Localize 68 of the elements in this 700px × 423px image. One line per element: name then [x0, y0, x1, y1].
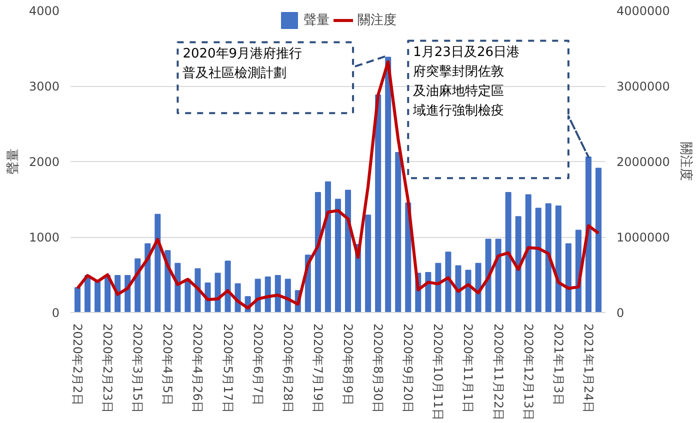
y2-tick-label: 0	[616, 306, 624, 320]
bar	[505, 192, 512, 312]
bar	[395, 152, 402, 312]
y2-tick-label: 3000000	[616, 80, 670, 94]
y-tick-label: 0	[52, 306, 60, 320]
bar	[545, 203, 552, 312]
x-tick-label: 2020年9月20日	[401, 324, 416, 413]
bar	[274, 275, 281, 312]
bar	[345, 190, 352, 312]
bar	[425, 272, 432, 312]
bar	[214, 272, 221, 312]
bar	[224, 260, 231, 312]
x-tick-label: 2020年12月13日	[521, 324, 536, 421]
bar	[595, 168, 602, 312]
x-tick-label: 2020年2月2日	[70, 324, 85, 406]
y-tick-label: 2000	[28, 155, 60, 169]
x-tick-label: 2020年8月9日	[341, 324, 356, 406]
bar	[144, 243, 151, 312]
bar	[515, 216, 522, 312]
x-tick-label: 2020年2月23日	[100, 324, 115, 413]
bar	[314, 192, 321, 312]
bar	[94, 280, 101, 312]
y2-tick-label: 2000000	[616, 155, 670, 169]
bar	[555, 206, 562, 312]
x-tick-label: 2020年7月19日	[310, 324, 325, 413]
bar	[565, 243, 572, 312]
x-tick-label: 2021年1月24日	[581, 324, 596, 413]
bar	[74, 287, 81, 312]
y-axis-title: 聲量	[6, 148, 21, 174]
y2-axis-title: 關注度	[678, 142, 694, 181]
bar	[375, 94, 382, 312]
bar	[334, 198, 342, 312]
bar	[445, 252, 452, 312]
bar	[485, 238, 492, 312]
y2-tick-label: 1000000	[616, 230, 670, 244]
x-tick-label: 2020年6月28日	[280, 324, 295, 413]
legend-label: 聲量	[304, 12, 330, 29]
x-tick-label: 2020年4月5日	[160, 324, 175, 406]
x-tick-label: 2020年3月15日	[130, 324, 145, 413]
x-tick-label: 2020年4月26日	[190, 324, 205, 413]
y-tick-label: 1000	[28, 230, 60, 244]
x-tick-label: 2020年11月22日	[491, 324, 506, 421]
y-tick-label: 4000	[28, 4, 60, 18]
bar	[194, 268, 201, 312]
y2-tick-label: 4000000	[616, 4, 670, 18]
bar	[435, 262, 442, 312]
x-tick-label: 2020年10月11日	[431, 324, 446, 421]
bar	[585, 156, 592, 312]
legend-label: 關注度	[358, 12, 396, 29]
bar	[264, 276, 271, 312]
x-tick-label: 2020年8月30日	[371, 324, 386, 413]
bar	[465, 270, 472, 312]
bar	[154, 214, 161, 312]
annotation: 1月23日及26日港府突擊封閉佐敦及油麻地特定區域進行強制檢疫	[412, 45, 520, 119]
x-tick-label: 2020年11月1日	[461, 324, 476, 413]
bar	[365, 214, 372, 312]
bar	[495, 238, 502, 312]
bar	[324, 181, 331, 312]
bar	[535, 208, 542, 312]
line-series	[76, 60, 600, 310]
y-tick-label: 3000	[28, 80, 60, 94]
bar	[385, 56, 392, 312]
bar	[455, 265, 462, 312]
x-tick-label: 2021年1月3日	[551, 324, 566, 406]
x-tick-label: 2020年6月7日	[250, 324, 265, 406]
bar	[525, 194, 532, 312]
x-tick-label: 2020年5月17日	[220, 324, 235, 413]
annotation: 2020年9月港府推行普及社區檢測計劃	[182, 46, 302, 82]
